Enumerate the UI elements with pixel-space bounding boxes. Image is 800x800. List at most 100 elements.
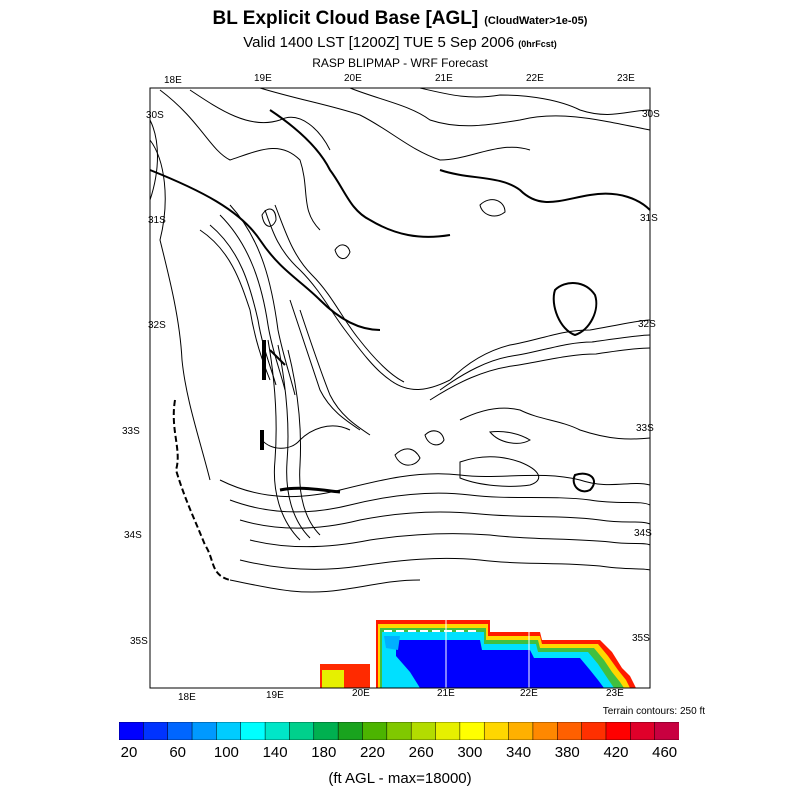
cloud-field-left-yellow: [322, 670, 344, 688]
top-lon-label: 21E: [435, 73, 453, 84]
title-text: BL Explicit Cloud Base [AGL]: [212, 8, 479, 29]
colorbar-swatch: [435, 722, 461, 740]
colorbar-swatch: [240, 722, 266, 740]
source-label: RASP BLIPMAP - WRF Forecast: [312, 56, 488, 70]
map-frame: [149, 87, 651, 689]
colorbar-swatch: [654, 722, 679, 740]
terrain-contours: [149, 87, 651, 593]
terrain-contour: [189, 89, 331, 151]
terrain-contour: [264, 209, 451, 390]
terrain-contour: [287, 349, 321, 536]
terrain-contour: [209, 224, 277, 386]
right-lat-label: 33S: [636, 423, 654, 434]
cloud-field-small-cyan: [384, 636, 400, 650]
terrain-contour: [261, 425, 351, 449]
right-lat-label: 30S: [642, 109, 660, 120]
terrain-contour-thick: [439, 169, 651, 211]
terrain-contour: [261, 208, 277, 227]
terrain-contour: [239, 511, 651, 529]
terrain-contour: [439, 334, 651, 391]
colorbar-swatch: [167, 722, 193, 740]
left-lat-label: 33S: [122, 426, 140, 437]
colorbar-tick-label: 20: [120, 744, 138, 761]
top-lon-label: 22E: [526, 73, 544, 84]
subtitle-note: (0hrFcst): [518, 39, 557, 49]
terrain-contour: [277, 344, 311, 539]
right-lat-label: 35S: [632, 633, 650, 644]
right-lat-label: 31S: [640, 213, 658, 224]
top-lon-label: 20E: [344, 73, 362, 84]
bottom-lon-label: 21E: [437, 688, 455, 699]
colorbar-tick-label: 420: [603, 744, 629, 761]
bottom-lon-label: 18E: [178, 692, 196, 703]
bottom-lon-label: 22E: [520, 688, 538, 699]
terrain-contour: [289, 299, 361, 431]
terrain-contour-thick: [260, 340, 266, 450]
left-lat-label: 35S: [130, 636, 148, 647]
colorbar-swatch: [581, 722, 607, 740]
terrain-contour: [249, 533, 651, 548]
bottom-lon-label: 23E: [606, 688, 624, 699]
terrain-contour: [159, 89, 321, 231]
cloud-field-blue-core: [396, 640, 604, 688]
bottom-lon-label: 20E: [352, 688, 370, 699]
terrain-contour: [229, 204, 296, 396]
colorbar-units-label: (ft AGL - max=18000): [328, 770, 472, 787]
colorbar-tick-label: 380: [554, 744, 580, 761]
terrain-contour: [274, 204, 405, 383]
terrain-contour: [219, 214, 286, 391]
colorbar-swatch: [191, 722, 218, 740]
graticule: [445, 620, 530, 688]
colorbar-swatch: [289, 722, 315, 740]
colorbar-swatch: [313, 722, 339, 740]
colorbar-tick-label: 140: [262, 744, 288, 761]
map-title: BL Explicit Cloud Base [AGL] (CloudWater>…: [0, 8, 800, 30]
right-lat-label: 32S: [638, 319, 656, 330]
terrain-contour-note: Terrain contours: 250 ft: [602, 706, 705, 717]
colorbar-tick-label: 60: [169, 744, 187, 761]
terrain-contour: [449, 319, 651, 381]
terrain-contour: [239, 557, 651, 571]
terrain-contour: [267, 339, 301, 541]
colorbar-swatch: [337, 722, 364, 740]
left-lat-label: 32S: [148, 320, 166, 331]
terrain-contour: [394, 448, 421, 466]
colorbar-swatch: [508, 722, 534, 740]
terrain-contour: [299, 309, 371, 436]
colorbar-tick-label: 340: [506, 744, 532, 761]
forecast-map: [149, 87, 651, 689]
colorbar-swatch: [410, 722, 437, 740]
colorbar-swatch: [143, 722, 169, 740]
right-lat-label: 34S: [634, 528, 652, 539]
terrain-contour: [349, 87, 651, 131]
terrain-contour: [489, 431, 531, 444]
terrain-contour: [149, 139, 211, 481]
terrain-contour-thick: [269, 109, 451, 238]
colorbar-swatch: [630, 722, 656, 740]
bottom-lon-label: 19E: [266, 690, 284, 701]
top-lon-label: 19E: [254, 73, 272, 84]
colorbar-tick-label: 460: [652, 744, 678, 761]
terrain-contour: [229, 579, 421, 593]
terrain-contour: [419, 87, 651, 115]
terrain-contour: [459, 456, 540, 487]
colorbar-swatch: [216, 722, 242, 740]
terrain-contour-thick: [552, 282, 598, 337]
terrain-contour: [219, 473, 651, 498]
left-lat-label: 30S: [146, 110, 164, 121]
terrain-contour: [424, 430, 445, 446]
colorbar-tick-label: 300: [457, 744, 483, 761]
terrain-contour: [334, 244, 351, 259]
cloud-base-field: [320, 620, 636, 688]
colorbar-swatch: [532, 722, 559, 740]
top-lon-label: 18E: [164, 75, 182, 86]
terrain-contour: [479, 199, 506, 217]
terrain-contour: [149, 119, 158, 201]
map-subtitle: Valid 1400 LST [1200Z] TUE 5 Sep 2006 (0h…: [0, 34, 800, 51]
terrain-contour: [459, 407, 651, 440]
terrain-contour-thick: [279, 486, 341, 494]
colorbar-tick-label: 220: [359, 744, 385, 761]
colorbar-swatch: [483, 722, 510, 740]
terrain-contour: [429, 347, 651, 401]
terrain-contour-thick: [572, 472, 595, 493]
